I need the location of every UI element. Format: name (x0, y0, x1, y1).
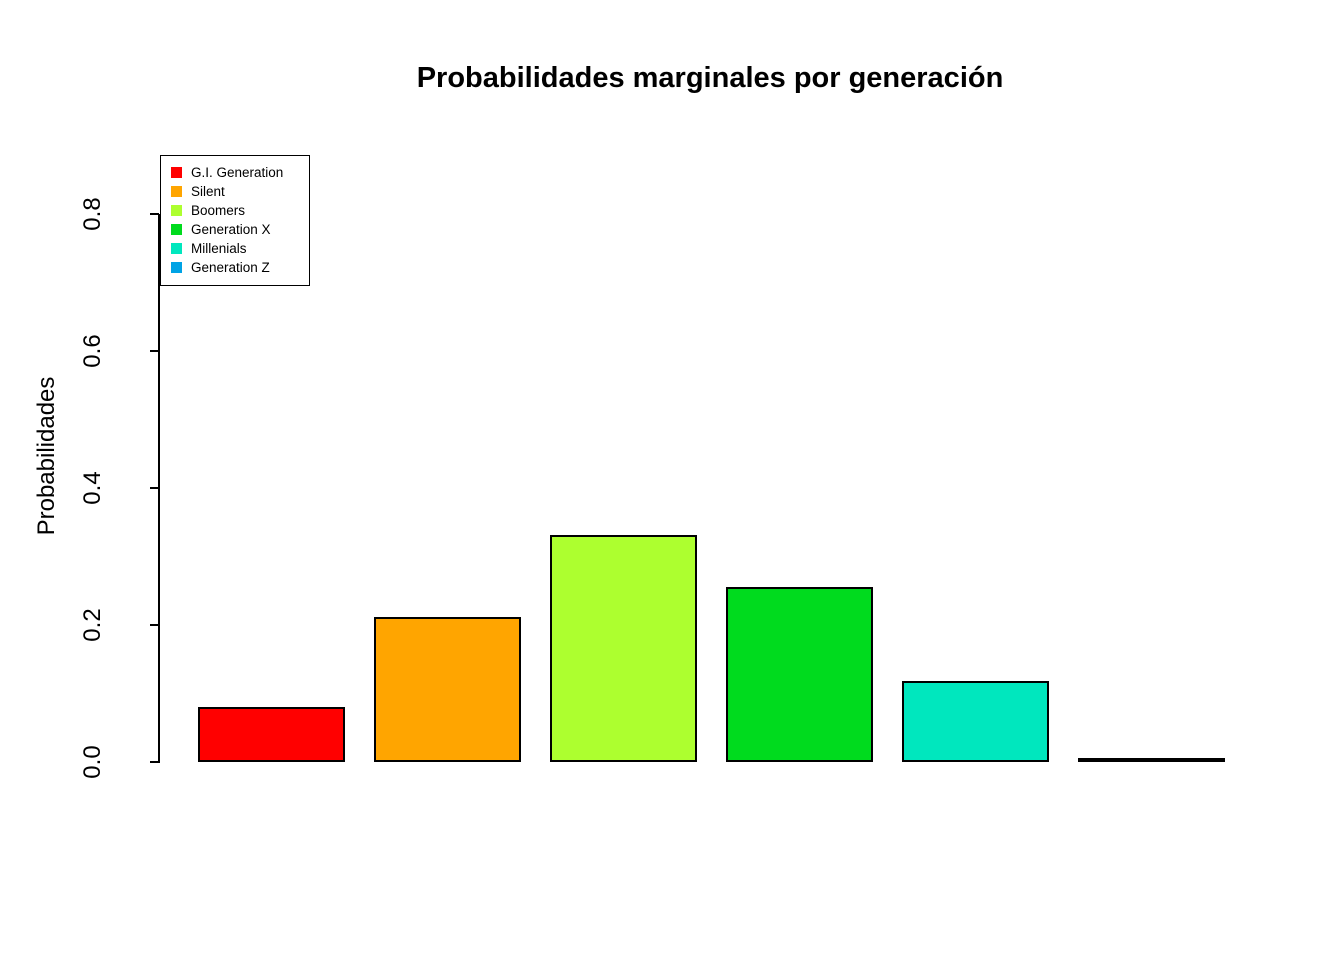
legend-label: Generation Z (191, 260, 270, 275)
legend-label: Boomers (191, 203, 246, 218)
legend-swatch-icon (171, 243, 182, 254)
legend-label: G.I. Generation (191, 165, 284, 180)
y-tick-label: 0.2 (79, 608, 106, 642)
legend-item: Millenials (171, 239, 301, 258)
bar-generation-z (1078, 758, 1225, 762)
chart-title: Probabilidades marginales por generación (416, 62, 1004, 94)
y-tick-mark (150, 213, 159, 215)
y-axis-line (158, 214, 160, 763)
y-tick-mark (150, 350, 159, 352)
y-tick-mark (150, 624, 159, 626)
legend-item: G.I. Generation (171, 163, 301, 182)
y-tick-label: 0.8 (79, 197, 106, 231)
legend-item: Boomers (171, 201, 301, 220)
bar-g-i-generation (198, 707, 345, 762)
bar-silent (374, 617, 521, 762)
legend-label: Silent (191, 184, 225, 199)
legend-item: Generation Z (171, 258, 301, 277)
legend-swatch-icon (171, 224, 182, 235)
y-tick-mark (150, 761, 159, 763)
legend-item: Silent (171, 182, 301, 201)
legend-label: Millenials (191, 241, 247, 256)
bar-generation-x (726, 587, 873, 762)
y-tick-label: 0.0 (79, 745, 106, 779)
y-tick-label: 0.6 (79, 334, 106, 368)
legend-swatch-icon (171, 262, 182, 273)
legend-swatch-icon (171, 186, 182, 197)
bar-boomers (550, 535, 697, 762)
legend-swatch-icon (171, 167, 182, 178)
legend-label: Generation X (191, 222, 271, 237)
y-tick-label: 0.4 (79, 471, 106, 505)
y-tick-mark (150, 487, 159, 489)
legend-swatch-icon (171, 205, 182, 216)
legend-item: Generation X (171, 220, 301, 239)
bar-millenials (902, 681, 1049, 762)
y-axis-label: Probabilidades (33, 376, 60, 536)
legend: G.I. Generation Silent Boomers Generation X… (160, 155, 310, 286)
